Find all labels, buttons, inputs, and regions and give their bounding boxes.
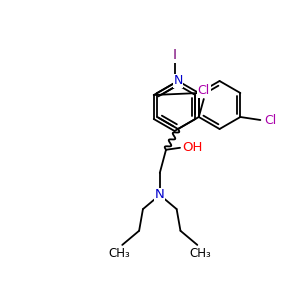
Text: CH₃: CH₃ <box>108 248 130 260</box>
Text: CH₃: CH₃ <box>189 248 211 260</box>
Text: I: I <box>172 48 176 62</box>
Text: N: N <box>173 74 183 88</box>
Text: N: N <box>155 188 165 202</box>
Text: Cl: Cl <box>198 85 210 98</box>
Text: OH: OH <box>182 141 202 154</box>
Text: Cl: Cl <box>264 113 277 127</box>
